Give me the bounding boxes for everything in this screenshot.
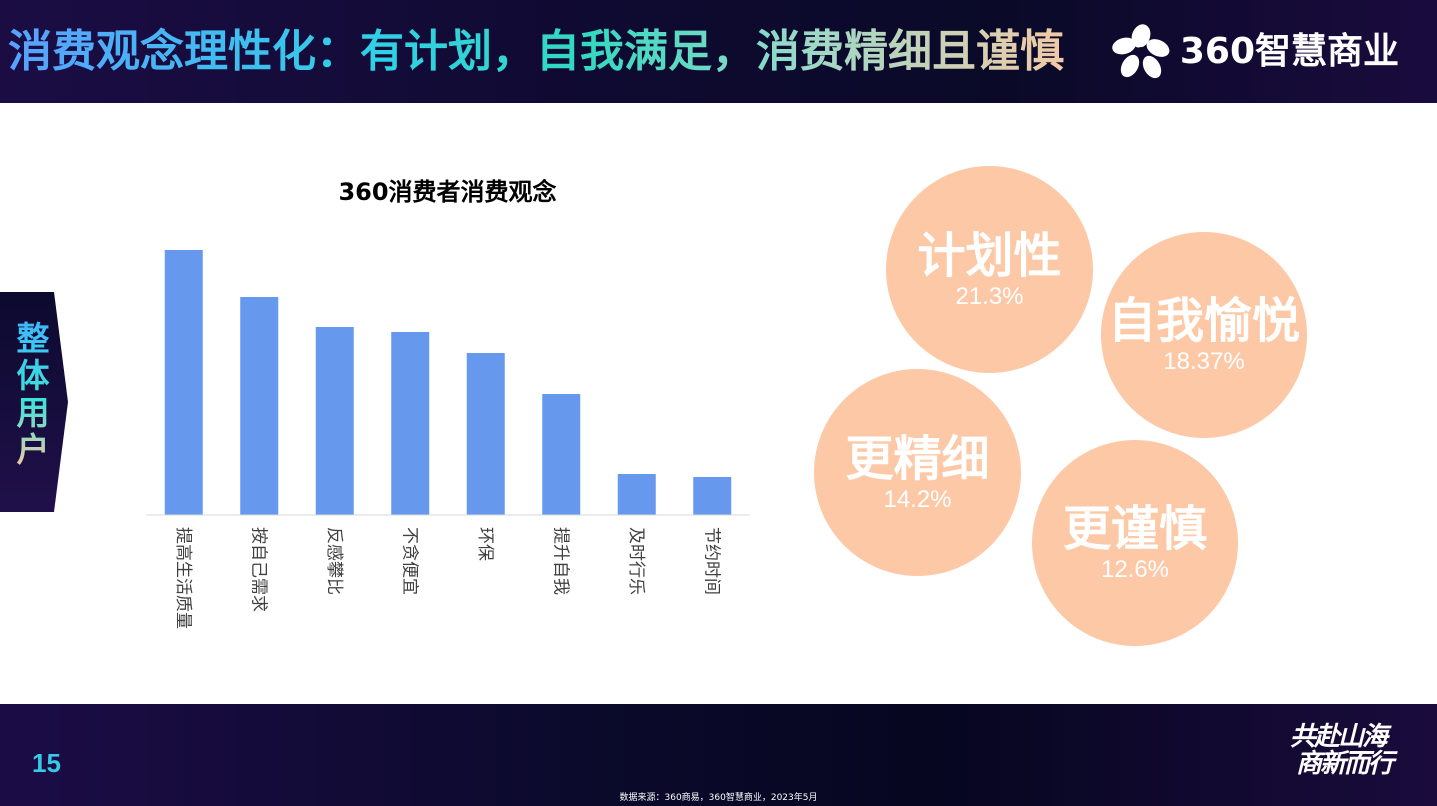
header-bar: 消费观念理性化：有计划，自我满足，消费精细且谨慎 360智慧商业 bbox=[0, 0, 1437, 103]
bubble-self-pleasure: 自我愉悦 18.37% bbox=[1101, 232, 1307, 438]
bar-3 bbox=[315, 327, 354, 515]
bar-6 bbox=[542, 394, 581, 515]
bubble-label: 更精细 bbox=[845, 430, 990, 487]
bar-7 bbox=[617, 474, 656, 515]
bar-5 bbox=[466, 353, 505, 515]
bubble-label: 自我愉悦 bbox=[1107, 293, 1300, 349]
bubble-label: 更谨慎 bbox=[1062, 501, 1207, 557]
bar-4 bbox=[391, 332, 430, 515]
data-source: 数据来源：360商易，360智慧商业，2023年5月 bbox=[619, 793, 818, 803]
bubble-value: 18.37% bbox=[1163, 348, 1245, 375]
x-tick-label: 不贪便宜 bbox=[399, 527, 419, 595]
x-tick-label: 节约时间 bbox=[701, 527, 721, 595]
side-tab-label: 整体用户 bbox=[12, 320, 54, 468]
x-tick-label: 及时行乐 bbox=[626, 527, 646, 595]
x-tick-label: 反感攀比 bbox=[324, 527, 344, 595]
bar-chart: 提高生活质量 按自己需求 反感攀比 不贪便宜 环保 提升自我 及时行乐 节约时间 bbox=[146, 250, 750, 629]
slogan-line: 商新而行 bbox=[1296, 749, 1394, 779]
bubble-label: 计划性 bbox=[917, 227, 1062, 284]
bar-1 bbox=[164, 250, 203, 515]
footer-bar: 15 数据来源：360商易，360智慧商业，2023年5月 共赴山海 商新而行 bbox=[0, 704, 1437, 806]
360-flower-icon bbox=[1112, 24, 1170, 79]
side-tab-shape bbox=[0, 292, 68, 512]
side-tab: 整体用户 bbox=[0, 292, 70, 512]
brand-logo: 360智慧商业 bbox=[1110, 22, 1399, 82]
bar-8 bbox=[693, 477, 732, 515]
bubble-value: 12.6% bbox=[1100, 556, 1170, 583]
chart-title: 360消费者消费观念 bbox=[338, 178, 557, 206]
x-tick-label: 提升自我 bbox=[550, 527, 570, 595]
slogan-line: 共赴山海 bbox=[1290, 722, 1388, 752]
x-tick-label: 提高生活质量 bbox=[173, 527, 193, 629]
bubble-cautious: 更谨慎 12.6% bbox=[1032, 440, 1238, 646]
bubble-value: 14.2% bbox=[883, 485, 952, 513]
page-number: 15 bbox=[32, 748, 61, 778]
brand-name: 360智慧商业 bbox=[1179, 31, 1399, 72]
x-tick-label: 环保 bbox=[475, 527, 495, 561]
page-title: 消费观念理性化：有计划，自我满足，消费精细且谨慎 bbox=[8, 22, 1064, 82]
bubble-value: 21.3% bbox=[955, 282, 1024, 310]
bubble-refined: 更精细 14.2% bbox=[814, 369, 1021, 576]
bubble-planned: 计划性 21.3% bbox=[886, 166, 1093, 373]
x-tick-label: 按自己需求 bbox=[248, 527, 268, 612]
bar-2 bbox=[240, 297, 279, 515]
slogan: 共赴山海 商新而行 bbox=[1290, 724, 1400, 778]
